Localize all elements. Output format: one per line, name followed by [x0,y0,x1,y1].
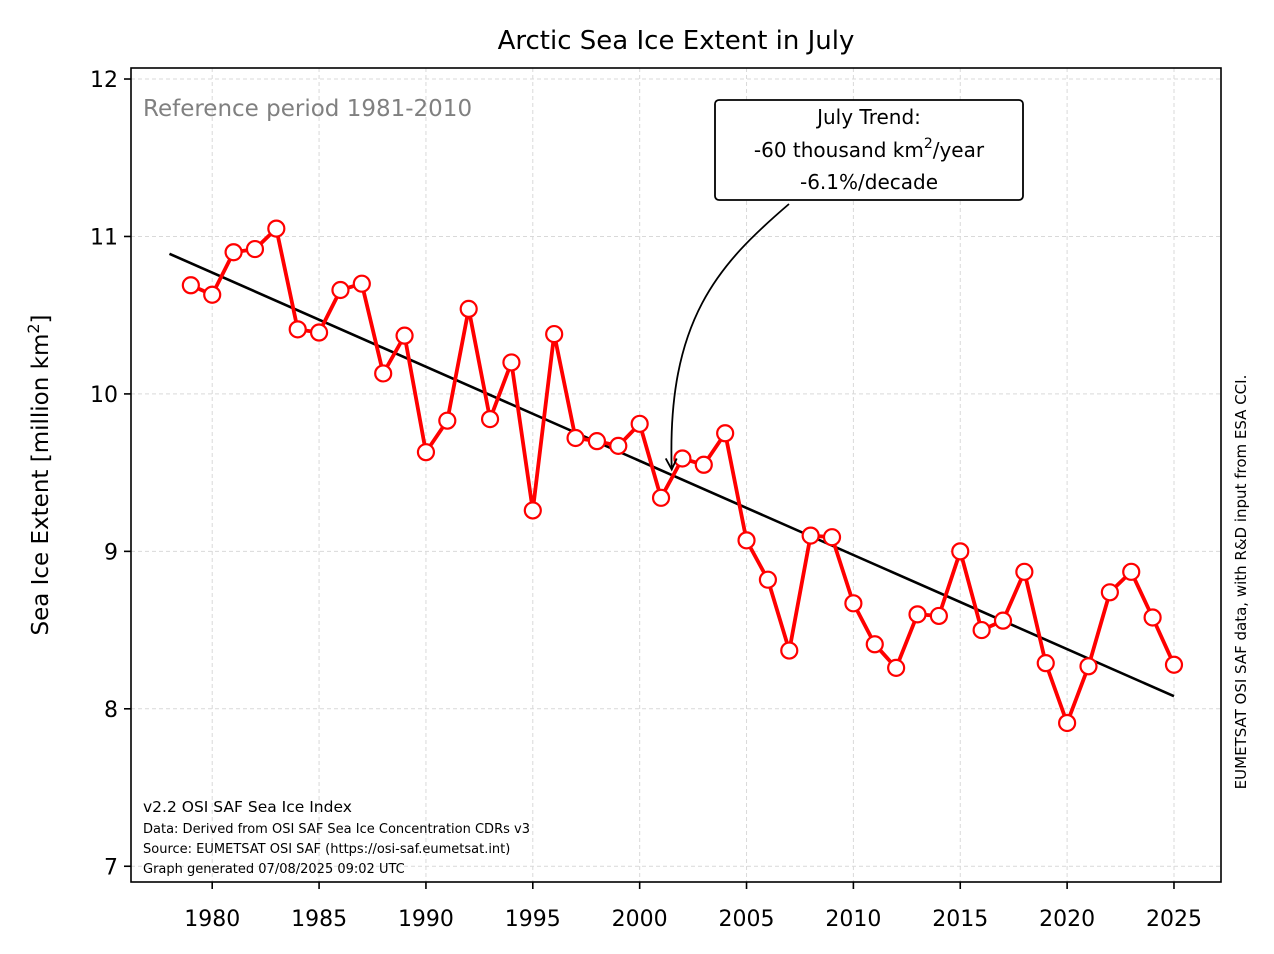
x-tick-label: 2025 [1146,907,1202,932]
data-point [651,488,671,507]
data-point [609,436,628,455]
annotation-arrowhead [664,458,678,472]
data-point [630,414,649,433]
data-point [972,620,991,640]
data-point [865,635,884,654]
x-tick-label: 1980 [184,907,240,932]
y-tick-label: 7 [104,855,118,880]
data-point [1015,562,1034,581]
annotation-box [714,99,1024,201]
data-point [459,299,478,318]
y-tick-label: 11 [90,225,118,250]
data-point [1164,655,1184,674]
reference-period-text: Reference period 1981-2010 [143,96,472,122]
data-point [1036,654,1055,673]
annotation-line-3: -6.1%/decade [800,170,938,194]
footer-data: Data: Derived from OSI SAF Sea Ice Conce… [143,822,530,837]
side-credit-text: EUMETSAT OSI SAF data, with R&D input fr… [1232,375,1250,790]
footer-version: v2.2 OSI SAF Sea Ice Index [143,798,352,816]
x-tick-label: 2000 [612,907,668,932]
data-points [181,219,1184,733]
y-tick-label: 10 [90,383,118,408]
x-tick-label: 2015 [932,907,988,932]
y-tick-label: 8 [104,698,118,723]
series-line [190,226,1176,725]
data-point [309,323,329,342]
y-axis-label: Sea Ice Extent [million km2] [24,314,54,635]
annotation-line-1: July Trend: [815,105,921,129]
data-point [951,542,970,561]
x-tick-label: 2020 [1039,907,1095,932]
footer-source: Source: EUMETSAT OSI SAF (https://osi-sa… [143,842,510,857]
data-point [181,276,200,295]
data-point [502,353,521,372]
data-point [822,528,842,547]
data-point [480,410,500,429]
trend-annotation: July Trend: -60 thousand km2/year -6.1%/… [714,99,1024,201]
data-point [245,239,265,259]
x-tick-label: 2005 [719,907,775,932]
x-tick-label: 1985 [291,907,347,932]
data-point [929,606,948,626]
x-tick-label: 1990 [398,907,454,932]
x-axis: 1980 1985 1990 1995 2000 2005 2010 2015 2020 2025 [184,882,1202,932]
data-point [1122,562,1141,581]
data-point [566,428,585,448]
plot-frame [130,67,1222,883]
data-point [438,411,457,430]
x-tick-label: 2010 [825,907,881,932]
y-axis: 7 8 9 10 11 12 [90,68,131,880]
data-point [374,364,393,383]
data-point [224,243,243,262]
x-tick-label: 1995 [505,907,561,932]
data-point [288,320,307,339]
footer-generated: Graph generated 07/08/2025 09:02 UTC [143,862,405,877]
data-point [545,324,564,344]
data-point [908,605,927,624]
data-point [395,326,414,345]
data-point [352,274,371,293]
annotation-arrow [670,203,790,470]
data-point [1100,583,1119,602]
data-point [331,280,350,300]
data-point [587,432,607,451]
data-point [1058,713,1077,733]
data-point [1079,657,1098,676]
data-point [523,501,542,520]
data-point [844,594,863,613]
annotation-line-2: -60 thousand km2/year [754,136,985,162]
data-point [716,424,735,443]
grid-lines [131,68,1221,882]
y-tick-label: 12 [90,68,118,93]
chart-title: Arctic Sea Ice Extent in July [498,26,855,56]
data-point [887,658,906,677]
data-point [737,531,756,550]
data-point [801,526,820,545]
y-tick-label: 9 [104,540,118,565]
data-point [780,641,799,660]
data-point [1143,608,1162,627]
data-point [203,285,222,304]
data-point [416,443,436,462]
data-point [694,455,713,474]
data-point [673,449,692,468]
data-point [758,570,778,589]
data-point [267,219,286,238]
data-point [993,611,1013,630]
